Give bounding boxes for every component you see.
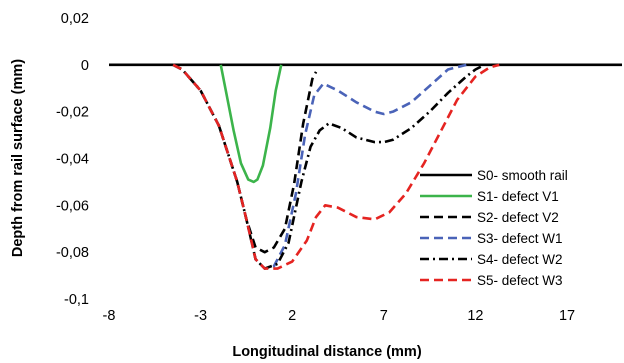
- y-tick-label: -0,1: [64, 292, 89, 308]
- legend-label: S4- defect W2: [477, 252, 563, 267]
- x-axis-title: Longitudinal distance (mm): [232, 344, 421, 360]
- y-tick-label: 0,02: [61, 11, 89, 27]
- series-line-s2-defect-v2: [172, 63, 318, 254]
- legend-label: S2- defect V2: [477, 210, 559, 225]
- legend-label: S3- defect W1: [477, 231, 563, 246]
- x-tick-label: -3: [194, 308, 207, 324]
- y-tick-label: -0,08: [56, 245, 89, 261]
- y-tick-label: -0,06: [56, 198, 89, 214]
- series-line-s4-defect-w2: [172, 63, 486, 270]
- series-line-s5-defect-w3: [172, 63, 500, 270]
- series-line-s1-defect-v1: [219, 64, 283, 184]
- legend: S0- smooth rail S1- defect V1 S2- defect V…: [420, 168, 568, 288]
- legend-label: S0- smooth rail: [477, 168, 568, 183]
- y-tick-label: -0,02: [56, 105, 89, 121]
- y-tick-label: -0,04: [56, 152, 89, 168]
- y-axis-tick-labels: 0,02 0 -0,02 -0,04 -0,06 -0,08 -0,1: [56, 11, 89, 308]
- x-tick-label: 2: [288, 308, 296, 324]
- x-tick-label: 12: [467, 308, 483, 324]
- legend-label: S5- defect W3: [477, 273, 563, 288]
- x-axis-tick-labels: -8 -3 2 7 12 17: [103, 308, 576, 324]
- y-tick-label: 0: [81, 58, 89, 74]
- legend-label: S1- defect V1: [477, 189, 559, 204]
- x-tick-label: -8: [103, 308, 116, 324]
- x-tick-label: 7: [380, 308, 388, 324]
- y-axis-title: Depth from rail surface (mm): [10, 59, 26, 257]
- x-tick-label: 17: [559, 308, 575, 324]
- series-lines: [109, 63, 622, 270]
